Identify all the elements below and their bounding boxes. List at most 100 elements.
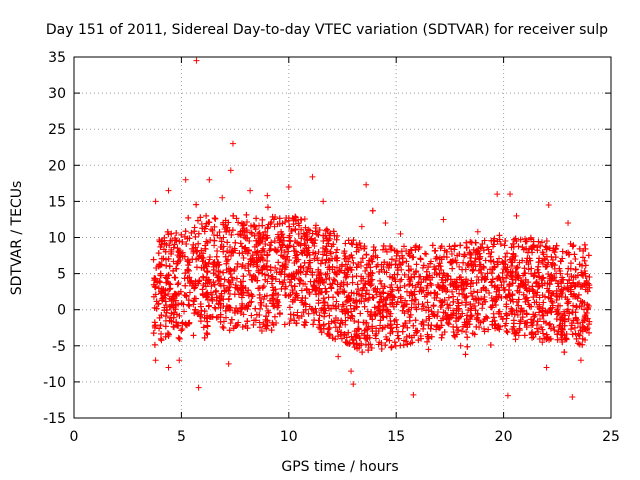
data-point (304, 267, 311, 274)
data-point (150, 330, 157, 337)
data-point (493, 288, 500, 295)
data-point (427, 260, 434, 267)
data-point (464, 334, 471, 341)
data-point (472, 255, 479, 262)
data-point (545, 289, 552, 296)
data-point (273, 269, 280, 276)
data-point (496, 236, 503, 243)
data-point (545, 259, 552, 266)
data-point (438, 322, 445, 329)
data-point (301, 240, 308, 247)
data-point (157, 322, 164, 329)
data-point (193, 201, 200, 208)
data-point (155, 250, 162, 257)
data-point (279, 220, 286, 227)
data-point (550, 323, 557, 330)
data-point (312, 305, 319, 312)
data-point (326, 312, 333, 319)
data-point (454, 252, 461, 259)
data-point (242, 244, 249, 251)
data-point (371, 311, 378, 318)
data-point (243, 218, 250, 225)
data-point (438, 243, 445, 250)
data-point (522, 276, 529, 283)
data-point (228, 248, 235, 255)
data-point (513, 238, 520, 245)
data-point (326, 324, 333, 331)
data-point (540, 330, 547, 337)
data-point (221, 276, 228, 283)
data-point (305, 244, 312, 251)
data-point (246, 299, 253, 306)
data-point (284, 273, 291, 280)
data-point (197, 300, 204, 307)
data-point (458, 286, 465, 293)
data-point (467, 290, 474, 297)
data-point (225, 277, 232, 284)
data-point (189, 245, 196, 252)
data-point (162, 256, 169, 263)
data-point (523, 286, 530, 293)
data-point (429, 242, 436, 249)
data-point (576, 261, 583, 268)
data-point (227, 243, 234, 250)
data-point (387, 243, 394, 250)
data-point (465, 260, 472, 267)
data-point (263, 292, 270, 299)
data-point (512, 336, 519, 343)
data-point (367, 341, 374, 348)
data-point (440, 309, 447, 316)
data-point (204, 323, 211, 330)
data-point (382, 307, 389, 314)
data-point (572, 315, 579, 322)
data-point (300, 230, 307, 237)
data-point (294, 251, 301, 258)
data-point (323, 276, 330, 283)
data-point (468, 239, 475, 246)
data-point (448, 250, 455, 257)
data-point (356, 240, 363, 247)
data-point (457, 274, 464, 281)
data-point (504, 250, 511, 257)
data-point (173, 311, 180, 318)
data-point (434, 255, 441, 262)
data-point (547, 295, 554, 302)
data-point (581, 241, 588, 248)
data-point (209, 298, 216, 305)
data-point (353, 273, 360, 280)
data-point (561, 308, 568, 315)
data-point (311, 240, 318, 247)
data-point (484, 315, 491, 322)
data-point (461, 285, 468, 292)
data-point (383, 248, 390, 255)
data-point (581, 257, 588, 264)
data-point (310, 321, 317, 328)
data-point (368, 344, 375, 351)
data-point (364, 326, 371, 333)
data-point (468, 313, 475, 320)
data-point (516, 320, 523, 327)
data-point (576, 332, 583, 339)
data-point (256, 229, 263, 236)
data-point (322, 259, 329, 266)
data-point (231, 245, 238, 252)
data-point (267, 245, 274, 252)
data-point (164, 275, 171, 282)
data-point (336, 324, 343, 331)
data-point (295, 240, 302, 247)
data-point (246, 271, 253, 278)
data-point (562, 294, 569, 301)
data-point (157, 335, 164, 342)
data-point (297, 268, 304, 275)
data-point (436, 260, 443, 267)
data-point (238, 306, 245, 313)
data-point (586, 329, 593, 336)
data-point (333, 249, 340, 256)
data-point (462, 302, 469, 309)
data-point (281, 271, 288, 278)
data-point (509, 240, 516, 247)
data-point (181, 275, 188, 282)
data-point (239, 323, 246, 330)
data-point (463, 239, 470, 246)
data-point (248, 298, 255, 305)
